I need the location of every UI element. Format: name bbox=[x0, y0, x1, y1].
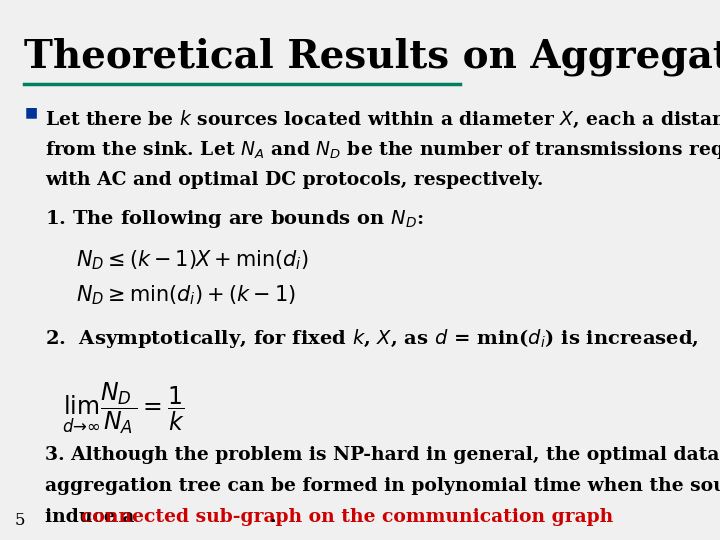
Text: from the sink. Let $N_A$ and $N_D$ be the number of transmissions required: from the sink. Let $N_A$ and $N_D$ be th… bbox=[45, 139, 720, 161]
Text: 2.  Asymptotically, for fixed $k$, $X$, as $d$ = min($d_i$) is increased,: 2. Asymptotically, for fixed $k$, $X$, a… bbox=[45, 327, 698, 350]
Text: with AC and optimal DC protocols, respectively.: with AC and optimal DC protocols, respec… bbox=[45, 171, 544, 188]
Text: .: . bbox=[270, 508, 276, 526]
Text: connected sub-graph on the communication graph: connected sub-graph on the communication… bbox=[81, 508, 613, 526]
Text: 3. Although the problem is NP-hard in general, the optimal data: 3. Although the problem is NP-hard in ge… bbox=[45, 446, 719, 463]
Text: Theoretical Results on Aggregation: Theoretical Results on Aggregation bbox=[24, 38, 720, 76]
Text: $N_D \geq \min(d_i) + (k-1)$: $N_D \geq \min(d_i) + (k-1)$ bbox=[76, 284, 296, 307]
Text: Let there be $k$ sources located within a diameter $X$, each a distance $d_i$: Let there be $k$ sources located within … bbox=[45, 108, 720, 130]
Text: 1. The following are bounds on $N_D$:: 1. The following are bounds on $N_D$: bbox=[45, 208, 423, 230]
Text: $\lim_{d \to \infty} \dfrac{N_D}{N_A} = \dfrac{1}{k}$: $\lim_{d \to \infty} \dfrac{N_D}{N_A} = … bbox=[62, 381, 184, 436]
Text: $N_D \leq (k-1)X + \min(d_i)$: $N_D \leq (k-1)X + \min(d_i)$ bbox=[76, 248, 309, 272]
Text: 5: 5 bbox=[14, 512, 24, 529]
Text: aggregation tree can be formed in polynomial time when the sources: aggregation tree can be formed in polyno… bbox=[45, 477, 720, 495]
Text: ■: ■ bbox=[24, 105, 37, 119]
Text: induce a: induce a bbox=[45, 508, 141, 526]
